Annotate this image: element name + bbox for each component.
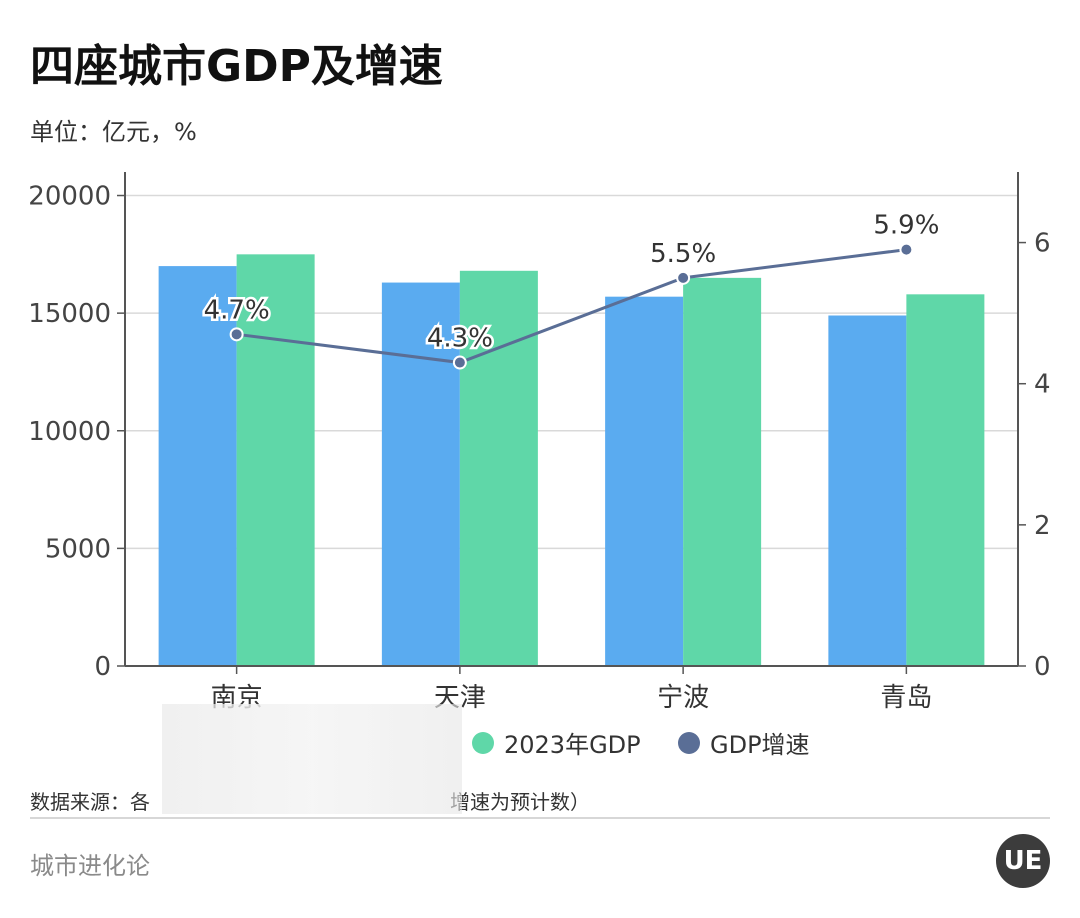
bar-gdp [158,266,237,666]
bar-gdp [381,282,460,666]
bar-gdp [828,315,907,666]
bar-gdp [605,296,684,666]
y-left-tick-label: 15000 [28,299,111,329]
footer-divider [30,817,1050,819]
y-left-tick-label: 5000 [45,534,111,564]
growth-point [899,242,914,257]
legend-marker-growth [678,731,700,754]
y-right-tick-label: 2 [1034,511,1051,541]
bar-2023-gdp [236,254,315,667]
source-prefix: 数据来源：各 [30,790,150,814]
y-left-tick-label: 20000 [28,182,111,212]
redacted-area [162,704,462,814]
y-left-tick-label: 0 [94,652,111,682]
y-right-tick-label: 0 [1034,652,1051,682]
legend-item-growth: GDP增速 [678,725,810,760]
y-left-tick-label: 10000 [28,417,111,447]
chart-title: 四座城市GDP及增速 [30,41,443,92]
legend-marker-2023-gdp [472,731,494,754]
chart-subtitle: 单位：亿元，% [30,118,197,146]
source-suffix: 增速为预计数） [450,790,590,814]
legend-label-2023-gdp: 2023年GDP [504,731,641,759]
x-tick-label: 宁波 [657,683,709,713]
source-note: 数据来源：各 增速为预计数） [30,786,590,815]
growth-point [676,270,691,285]
legend-item-2023-gdp: 2023年GDP [472,725,641,760]
growth-data-label: 4.3% [427,324,493,354]
growth-point [452,355,467,370]
y-right-tick-label: 4 [1034,370,1051,400]
legend-label-growth: GDP增速 [710,731,810,759]
footer-brand: 城市进化论 [30,852,150,880]
growth-data-label: 4.7% [204,295,270,325]
brand-logo: UE [996,834,1050,888]
bar-2023-gdp [683,277,762,666]
growth-line [236,248,907,365]
y-right-tick-label: 6 [1034,229,1051,259]
bar-2023-gdp [906,294,985,666]
growth-point [229,327,244,342]
growth-data-label: 5.5% [650,239,716,269]
growth-data-label: 5.9% [873,211,939,241]
x-tick-label: 青岛 [880,683,932,713]
